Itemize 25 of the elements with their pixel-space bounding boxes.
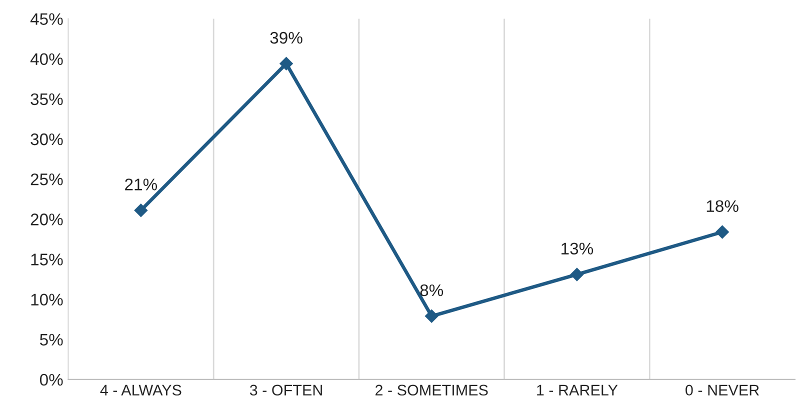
x-tick-label: 4 - ALWAYS <box>100 384 182 396</box>
y-tick-label: 40% <box>30 53 63 66</box>
y-tick-label: 20% <box>30 214 63 226</box>
x-tick-label: 1 - RARELY <box>537 384 618 396</box>
x-tick-label: 3 - OFTEN <box>250 384 322 396</box>
y-tick-label: 30% <box>30 133 63 146</box>
point <box>570 268 584 282</box>
x-tick-label: 2 - SOMETIMES <box>376 384 488 396</box>
y-tick-label: 10% <box>31 294 63 306</box>
y-tick-label: 0% <box>40 374 63 386</box>
data-label: 21% <box>125 178 158 190</box>
data-label: 8% <box>420 284 444 296</box>
data-label: 13% <box>562 242 594 255</box>
point <box>280 57 293 70</box>
point <box>425 310 438 323</box>
point <box>134 204 148 217</box>
y-tick-label: 5% <box>40 334 63 346</box>
data-label: 39% <box>270 32 302 44</box>
x-tick-label: 0 - NEVER <box>686 384 759 396</box>
data-label: 18% <box>706 200 738 212</box>
y-tick-label: 15% <box>31 254 63 266</box>
y-tick-label: 25% <box>30 173 63 186</box>
y-tick-label: 45% <box>30 13 63 25</box>
y-tick-label: 35% <box>30 93 63 106</box>
point <box>716 225 729 239</box>
